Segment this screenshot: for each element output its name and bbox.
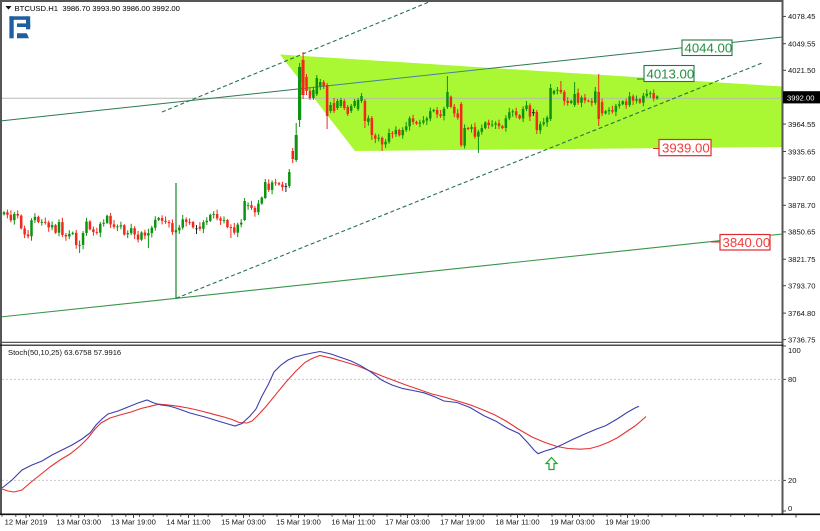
svg-text:80: 80 (788, 375, 796, 384)
svg-text:13 Mar 03:00: 13 Mar 03:00 (56, 518, 101, 527)
svg-text:3850.65: 3850.65 (788, 228, 815, 237)
svg-text:3821.75: 3821.75 (788, 255, 815, 264)
svg-text:15 Mar 03:00: 15 Mar 03:00 (221, 518, 266, 527)
svg-text:4049.55: 4049.55 (788, 40, 815, 49)
svg-text:15 Mar 19:00: 15 Mar 19:00 (276, 518, 321, 527)
svg-text:4021.50: 4021.50 (788, 66, 815, 75)
svg-text:4044.00: 4044.00 (685, 41, 733, 56)
svg-text:BTCUSD.H1 3986.70 3993.90 398: BTCUSD.H1 3986.70 3993.90 3986.00 3992.0… (15, 4, 180, 13)
svg-text:4078.45: 4078.45 (788, 12, 815, 21)
svg-text:4013.00: 4013.00 (647, 66, 695, 81)
svg-text:0: 0 (788, 504, 792, 513)
svg-text:19 Mar 19:00: 19 Mar 19:00 (605, 518, 650, 527)
svg-text:3840.00: 3840.00 (723, 235, 771, 250)
svg-text:3907.60: 3907.60 (788, 174, 815, 183)
svg-text:17 Mar 19:00: 17 Mar 19:00 (440, 518, 485, 527)
svg-text:3964.55: 3964.55 (788, 120, 815, 129)
svg-text:13 Mar 19:00: 13 Mar 19:00 (111, 518, 156, 527)
svg-text:18 Mar 11:00: 18 Mar 11:00 (495, 518, 539, 527)
svg-text:3992.00: 3992.00 (787, 93, 814, 102)
svg-text:3736.75: 3736.75 (788, 335, 815, 344)
svg-text:100: 100 (788, 346, 801, 355)
svg-text:3939.00: 3939.00 (662, 141, 710, 156)
svg-text:12 Mar 2019: 12 Mar 2019 (5, 518, 48, 527)
svg-text:17 Mar 03:00: 17 Mar 03:00 (385, 518, 430, 527)
svg-text:19 Mar 03:00: 19 Mar 03:00 (550, 518, 595, 527)
svg-text:Stoch(50,10,25) 63.6758 57.991: Stoch(50,10,25) 63.6758 57.9916 (8, 348, 121, 357)
svg-text:20: 20 (788, 476, 796, 485)
svg-text:3935.65: 3935.65 (788, 147, 815, 156)
svg-text:14 Mar 11:00: 14 Mar 11:00 (166, 518, 210, 527)
svg-text:16 Mar 11:00: 16 Mar 11:00 (331, 518, 375, 527)
svg-text:3793.70: 3793.70 (788, 282, 815, 291)
svg-text:3878.70: 3878.70 (788, 201, 815, 210)
svg-text:3764.80: 3764.80 (788, 309, 815, 318)
